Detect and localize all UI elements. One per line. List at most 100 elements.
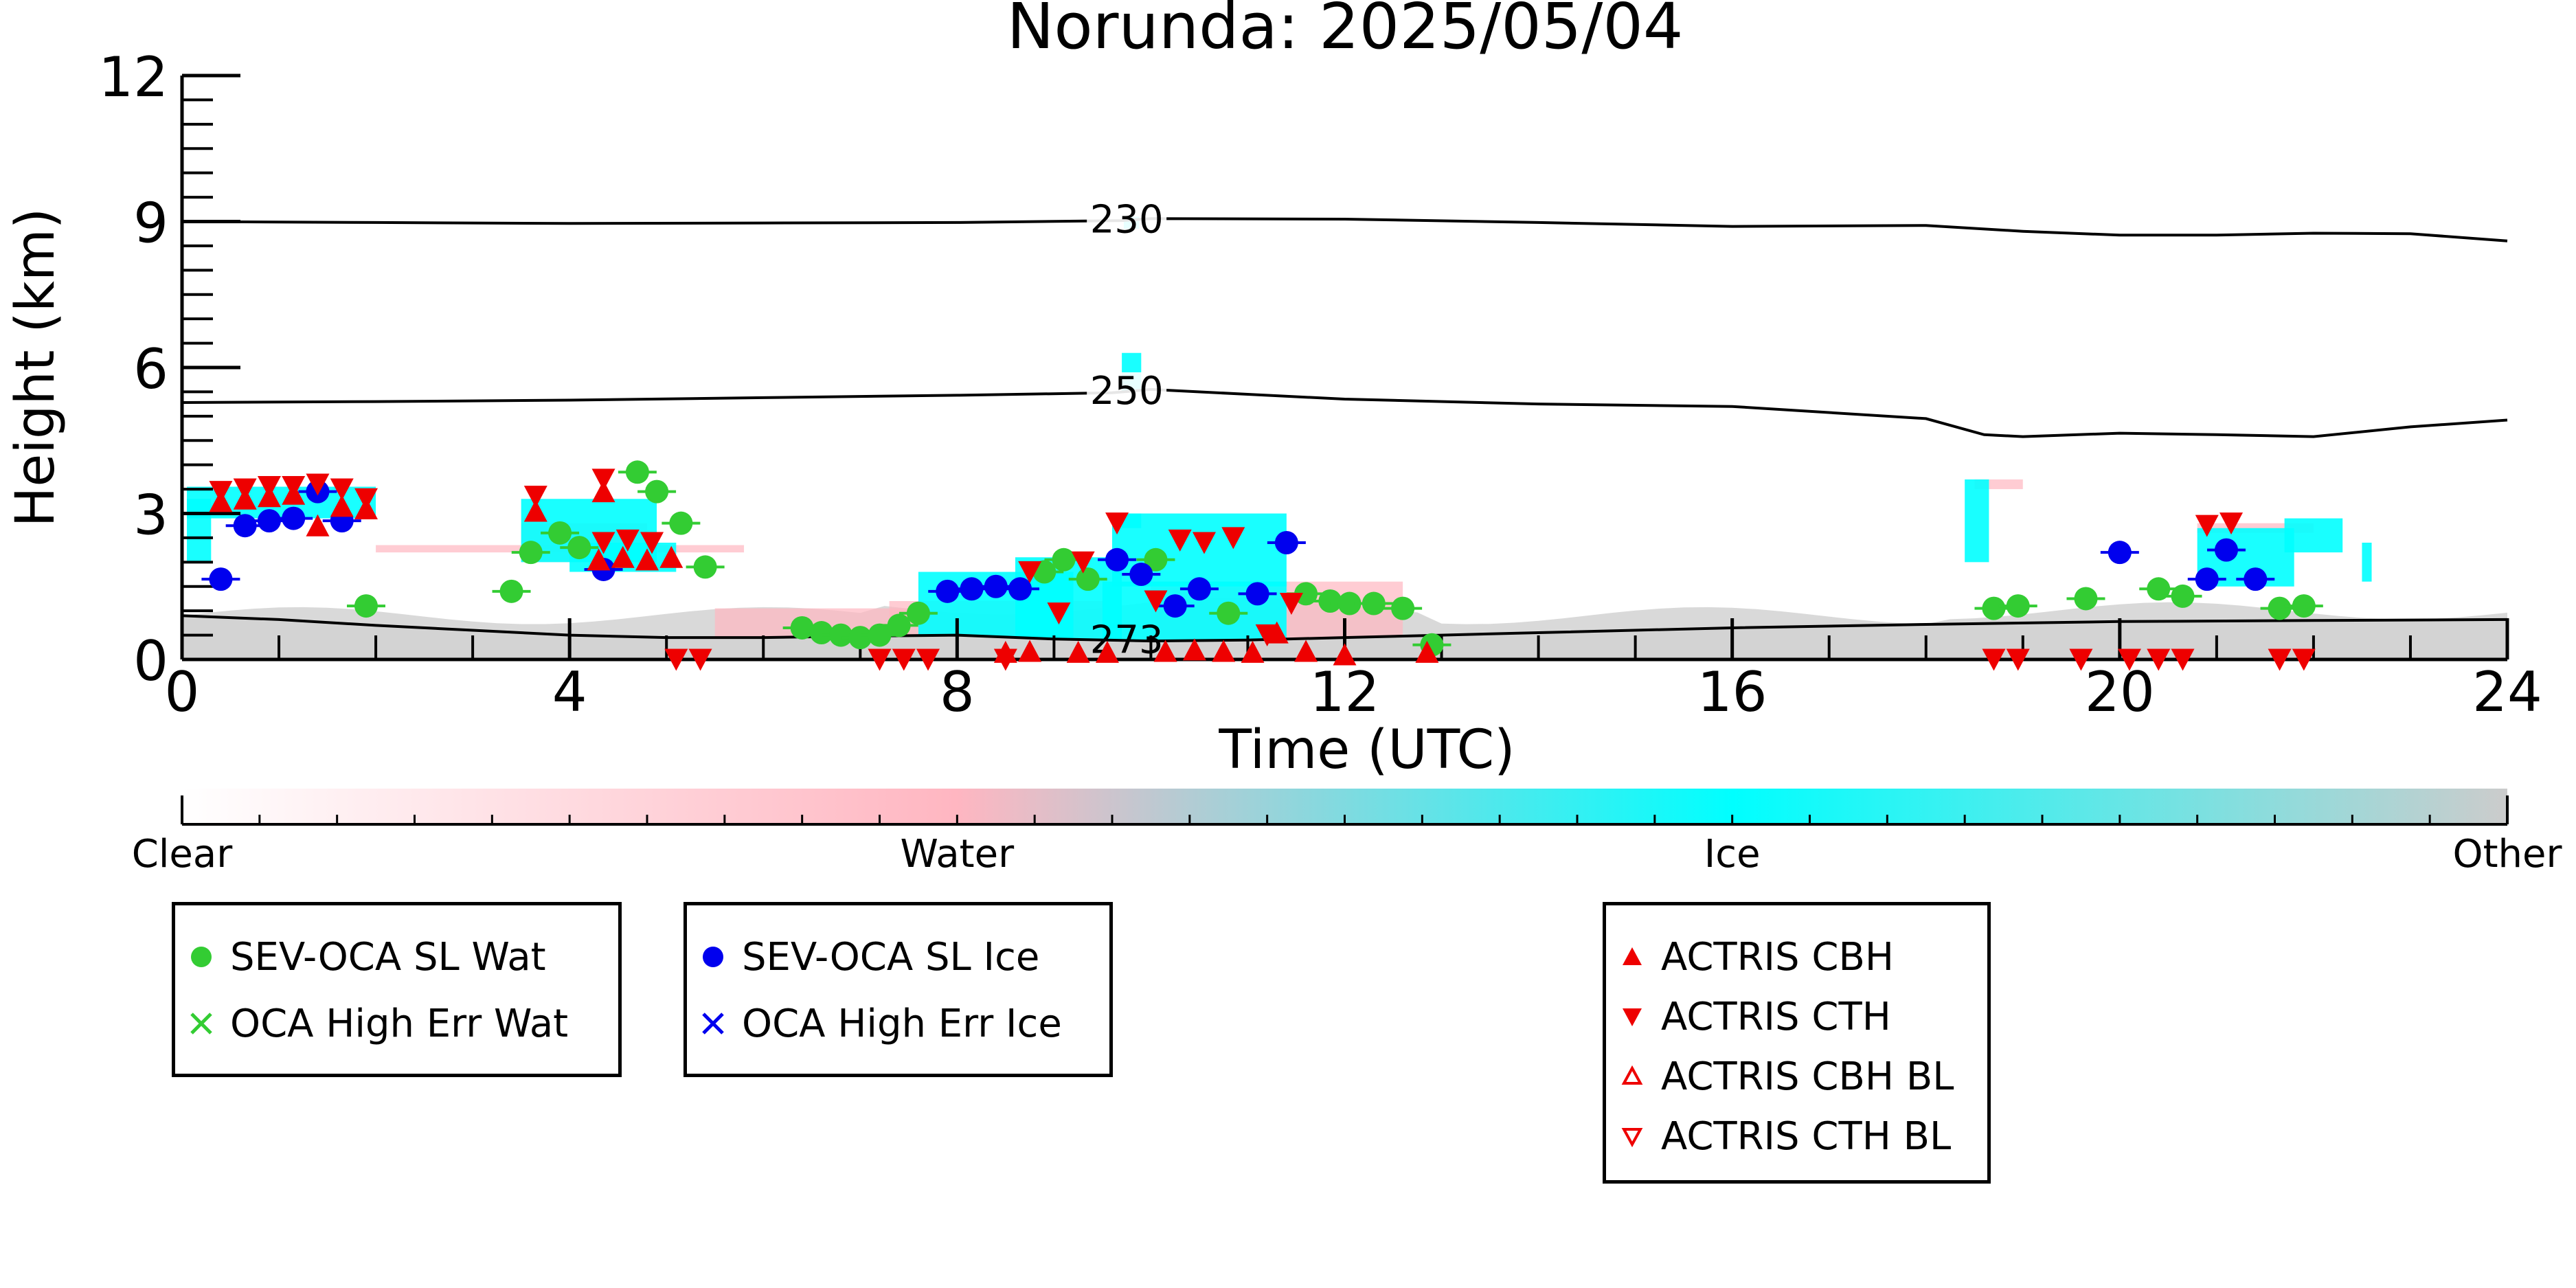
data-point	[868, 623, 892, 647]
colorbar-label: Other	[2452, 832, 2562, 877]
data-point	[1982, 648, 2006, 671]
x-tick-label: 12	[1310, 660, 1380, 724]
data-point	[809, 621, 833, 645]
data-point	[1217, 601, 1241, 625]
data-point	[2147, 648, 2171, 671]
triangle-down-icon	[1623, 1008, 1642, 1026]
y-tick-label: 6	[133, 337, 168, 401]
ice-patch	[2284, 518, 2343, 553]
data-point	[306, 473, 330, 496]
data-point	[659, 545, 683, 568]
data-point	[330, 495, 354, 517]
y-tick-label: 12	[98, 45, 168, 109]
data-point	[790, 615, 814, 640]
x-tick-label: 0	[165, 660, 200, 724]
data-point	[848, 626, 872, 650]
data-point	[1391, 596, 1415, 620]
contour-label-bg	[1087, 372, 1167, 411]
data-point	[1415, 640, 1439, 663]
data-point	[257, 509, 281, 533]
data-point	[567, 536, 591, 560]
data-point	[2292, 594, 2316, 618]
legend-label-actris-cbh-bl: ACTRIS CBH BL	[1661, 1054, 1954, 1099]
data-point	[548, 521, 572, 545]
data-point	[2195, 567, 2219, 591]
data-point	[645, 479, 669, 504]
data-point	[2219, 512, 2244, 535]
data-point	[1279, 593, 1303, 615]
data-point	[519, 541, 543, 565]
legend-label-sev-oca-wat: SEV-OCA SL Wat	[230, 934, 546, 980]
data-point	[282, 476, 306, 498]
contour-line	[181, 387, 2508, 438]
data-point	[635, 548, 659, 571]
data-point	[868, 648, 892, 671]
data-point	[2195, 515, 2219, 537]
data-point	[984, 574, 1008, 598]
data-point	[2171, 584, 2195, 608]
data-point	[2214, 538, 2238, 562]
x-tick-label: 16	[1697, 660, 1767, 724]
green-x-icon	[190, 1013, 212, 1035]
data-point	[1163, 594, 1187, 618]
data-point	[233, 514, 257, 538]
data-point	[2074, 587, 2098, 611]
chart-title: Norunda: 2025/05/04	[1007, 0, 1684, 63]
colorbar-label: Water	[901, 832, 1015, 877]
data-point	[2006, 594, 2030, 618]
legend-label-sev-oca-ice: SEV-OCA SL Ice	[742, 934, 1040, 980]
blue-x-icon	[702, 1013, 724, 1035]
legend-label-actris-cbh: ACTRIS CBH	[1661, 934, 1895, 980]
triangle-up-icon	[1623, 947, 1642, 965]
triangle-down-open-icon	[1621, 1128, 1643, 1148]
data-point	[1255, 624, 1279, 647]
data-point	[1294, 640, 1318, 662]
legend-actris: ACTRIS CBH ACTRIS CTH ACTRIS CBH BL ACTR…	[1603, 902, 1991, 1184]
contour-label: 250	[1090, 369, 1164, 414]
x-tick-label: 8	[940, 660, 975, 724]
data-point	[640, 532, 664, 554]
plot-axes: 0 3 6 9 12 0 4 8 12 16 20 24	[98, 45, 2542, 724]
y-axis-label: Height (km)	[5, 208, 67, 528]
data-point	[354, 594, 378, 618]
data-point	[2268, 648, 2292, 671]
data-point	[1182, 638, 1206, 661]
data-point	[1187, 577, 1211, 601]
triangle-up-open-icon	[1621, 1065, 1643, 1085]
observation-points	[201, 460, 2323, 671]
data-point	[209, 567, 233, 591]
colorbar-label: Clear	[132, 832, 233, 877]
data-point	[1095, 640, 1119, 663]
data-point	[1105, 512, 1129, 535]
data-point	[1274, 531, 1298, 554]
data-point	[2117, 648, 2141, 671]
data-point	[1076, 567, 1100, 591]
colorbar-label: Ice	[1704, 832, 1761, 877]
data-point	[2244, 567, 2268, 591]
data-point	[282, 506, 306, 530]
data-point	[688, 648, 712, 671]
data-point	[1105, 547, 1129, 572]
data-point	[1052, 547, 1076, 572]
contour-label: 230	[1090, 198, 1164, 242]
green-circle-icon	[191, 947, 212, 967]
data-point	[257, 476, 281, 498]
data-point	[499, 579, 523, 603]
contour-label-bg	[1087, 201, 1167, 240]
ice-patch	[1122, 513, 1142, 528]
data-point	[1066, 640, 1090, 663]
data-point	[1212, 640, 1236, 662]
data-point	[1245, 582, 1269, 606]
data-point	[906, 601, 930, 625]
data-point	[2147, 577, 2171, 601]
legend-label-oca-high-err-ice: OCA High Err Ice	[742, 1001, 1062, 1046]
data-point	[1008, 577, 1032, 601]
data-point	[523, 486, 547, 508]
data-point	[615, 529, 640, 552]
colorbar: Clear Water Ice Other	[132, 789, 2562, 877]
data-point	[693, 555, 717, 579]
legend-label-actris-cth-bl: ACTRIS CTH BL	[1661, 1114, 1952, 1159]
data-point	[1192, 532, 1216, 554]
data-point	[330, 478, 354, 501]
data-point	[1982, 596, 2006, 620]
